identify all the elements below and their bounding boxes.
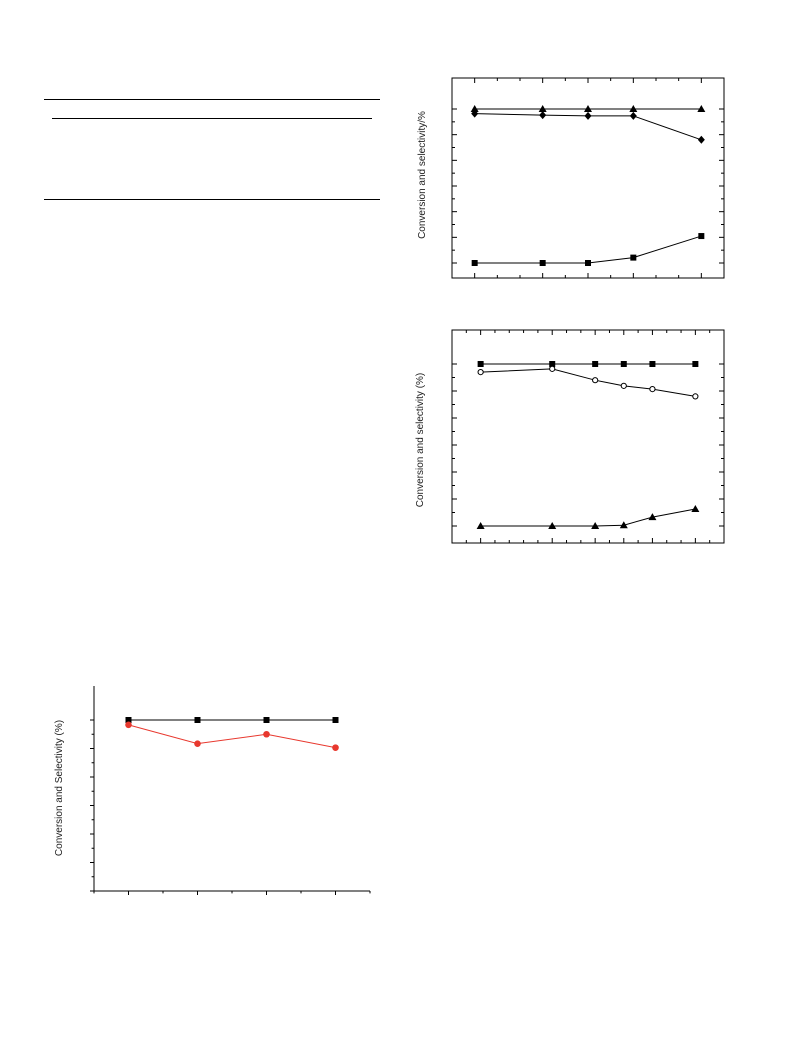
series-2-line (128, 724, 336, 749)
series-1-point-5 (697, 105, 706, 112)
table-bottom-rule (44, 199, 380, 200)
series-2-point-5 (697, 135, 705, 144)
series-2-point-4 (620, 382, 627, 389)
series-2-point-6 (692, 393, 699, 400)
series-3-line (480, 508, 696, 527)
series-2-point-3 (592, 377, 599, 384)
series-2-point-3 (584, 111, 592, 120)
series-1-point-3 (592, 361, 599, 367)
series-3-point-3 (585, 260, 591, 266)
series-2-point-1 (477, 369, 484, 376)
series-2-line (480, 368, 696, 397)
y-axis-label: Conversion and selectivity/% (417, 111, 428, 239)
series-2-point-2 (549, 365, 556, 372)
series-1-point-5 (649, 361, 656, 367)
series-1-point-4 (620, 361, 627, 367)
series-3-point-4 (619, 521, 628, 529)
series-2-point-5 (649, 386, 656, 393)
series-2-point-4 (332, 744, 339, 751)
series-1-point-1 (470, 105, 479, 112)
series-1-point-2 (194, 717, 201, 723)
series-1-point-1 (125, 717, 132, 723)
plot-frame (451, 329, 725, 544)
series-1-point-6 (692, 361, 699, 367)
y-axis-label: Conversion and selectivity (%) (415, 373, 426, 508)
series-1-point-1 (477, 361, 484, 367)
series-3-point-1 (476, 522, 485, 529)
series-1-point-3 (584, 105, 592, 112)
series-3-point-4 (630, 254, 637, 261)
y-axis-label: Conversion and Selectivity (%) (54, 720, 65, 856)
series-2-point-4 (629, 111, 637, 120)
series-2-point-1 (125, 721, 132, 729)
series-1-point-4 (629, 105, 638, 112)
series-3-point-6 (691, 504, 700, 512)
series-3-point-5 (648, 513, 657, 521)
table-header-rule (52, 118, 372, 119)
series-3-point-2 (548, 522, 557, 529)
series-2-point-3 (263, 730, 270, 738)
series-3-point-3 (591, 522, 600, 529)
series-1-point-2 (549, 361, 556, 367)
series-3-point-5 (698, 233, 705, 240)
series-3-point-1 (471, 260, 478, 266)
series-2-point-1 (471, 109, 479, 118)
series-2-point-2 (194, 740, 201, 747)
series-1-point-2 (538, 105, 547, 112)
series-3-point-2 (539, 260, 546, 266)
series-1-point-4 (332, 717, 339, 723)
table-top-rule (44, 99, 380, 100)
series-2-point-2 (539, 111, 547, 120)
series-1-point-3 (263, 717, 270, 723)
